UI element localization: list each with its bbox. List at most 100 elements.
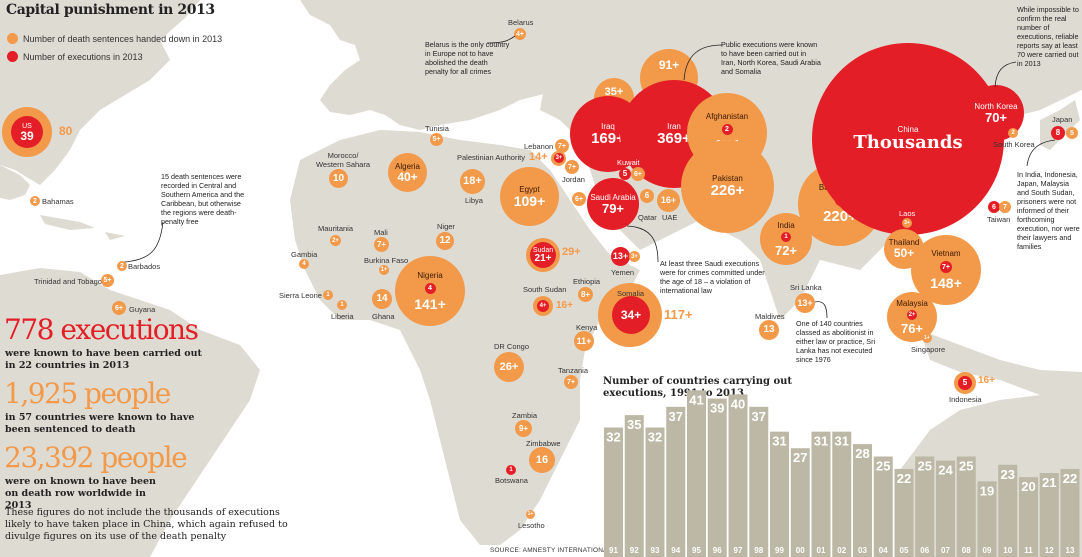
bar-96 bbox=[707, 398, 727, 557]
bubble-libya[interactable]: 18+ bbox=[460, 169, 485, 194]
bar-value-label: 23 bbox=[1001, 467, 1015, 482]
label-jordan: Jordan bbox=[562, 175, 585, 184]
footnote: These figures do not include the thousan… bbox=[5, 507, 288, 542]
bubble-sudan[interactable]: Sudan 21+ bbox=[530, 242, 556, 268]
bubble-tanzania[interactable]: 7+ bbox=[564, 375, 578, 389]
bubble-kuwait-executions[interactable]: 5 bbox=[619, 168, 631, 180]
bubble-mali[interactable]: 7+ bbox=[374, 237, 389, 252]
bubble-taiwan-sentences[interactable]: 7 bbox=[999, 201, 1011, 213]
bubble-tunisia[interactable]: 5+ bbox=[430, 133, 443, 146]
executions-value: 70+ bbox=[984, 109, 1008, 125]
bubble-sri-lanka[interactable]: 13+ bbox=[795, 293, 815, 313]
bubble-saudi-arabia[interactable]: Saudi Arabia 79+ bbox=[587, 178, 639, 230]
bubble-uae[interactable]: 16+ bbox=[657, 189, 680, 212]
bubble-zambia[interactable]: 9+ bbox=[515, 420, 532, 437]
bubble-south-korea[interactable]: 2 bbox=[1008, 128, 1018, 138]
bubble-ethiopia[interactable]: 8+ bbox=[578, 287, 593, 302]
bubble-singapore[interactable]: 1+ bbox=[922, 333, 932, 343]
bubble-zimbabwe[interactable]: 16 bbox=[529, 447, 555, 473]
label-maldives: Maldives bbox=[755, 312, 785, 321]
country-name: China bbox=[897, 125, 919, 134]
south-sudan-sentences-value: 16+ bbox=[556, 300, 573, 311]
label-mali: Mali bbox=[374, 228, 388, 237]
bubble-dr-congo[interactable]: 26+ bbox=[494, 352, 524, 382]
label-trinidad: Trinidad and Tobago bbox=[34, 277, 102, 286]
bubble-ghana[interactable]: 14 bbox=[372, 289, 392, 309]
bar-value-label: 31 bbox=[835, 434, 849, 449]
label-burkina-faso: Burkina Faso bbox=[364, 256, 409, 265]
bubble-burkina-faso[interactable]: 1+ bbox=[379, 265, 389, 275]
bubble-sierra-leone[interactable]: 1 bbox=[323, 290, 333, 300]
bar-category-label: 06 bbox=[920, 546, 929, 555]
label-singapore: Singapore bbox=[911, 345, 946, 354]
bubble-jordan-sentences[interactable]: 7+ bbox=[565, 160, 579, 174]
bubble-saudi-sentences[interactable]: 6+ bbox=[572, 192, 586, 206]
bubble-yemen-sentences[interactable]: 3+ bbox=[629, 251, 640, 262]
bubble-niger[interactable]: 12 bbox=[436, 232, 454, 250]
chart-title: Number of countries carrying out executi… bbox=[603, 376, 793, 399]
bubble-kuwait-sentences[interactable]: 6+ bbox=[631, 167, 645, 181]
bubble-china[interactable]: China Thousands bbox=[812, 43, 1004, 235]
annotation-line-belarus bbox=[486, 35, 516, 44]
value: 12 bbox=[439, 235, 451, 246]
note-belarus: Belarus is the only country in Europe no… bbox=[425, 40, 510, 76]
somalia-sentences-value: 117+ bbox=[664, 307, 693, 322]
bubble-egypt[interactable]: Egypt 109+ bbox=[500, 167, 559, 226]
legend-label: Number of executions in 2013 bbox=[23, 51, 143, 62]
bubble-somalia[interactable]: 34+ bbox=[612, 296, 650, 334]
bubble-yemen[interactable]: 13+ bbox=[611, 247, 630, 266]
bubble-pakistan[interactable]: Pakistan 226+ bbox=[681, 140, 774, 233]
bubble-indonesia[interactable]: 5 bbox=[958, 376, 972, 390]
bar-category-label: 13 bbox=[1066, 546, 1075, 555]
bubble-bahamas[interactable]: 2 bbox=[30, 196, 40, 206]
bubble-algeria[interactable]: Algeria 40+ bbox=[388, 153, 427, 192]
bubble-lebanon[interactable]: 7+ bbox=[555, 139, 569, 153]
sudan-sentences-value: 29+ bbox=[562, 246, 581, 258]
bar-04 bbox=[873, 456, 893, 557]
bubble-botswana[interactable]: 1 bbox=[506, 465, 516, 475]
bubble-lesotho[interactable]: 1+ bbox=[526, 510, 535, 519]
label-laos: Laos bbox=[899, 209, 916, 218]
bubble-japan-executions[interactable]: 8 bbox=[1051, 126, 1065, 140]
bar-category-label: 11 bbox=[1024, 546, 1033, 555]
bubble-belarus[interactable]: 4+ bbox=[514, 28, 526, 40]
bar-08 bbox=[956, 456, 976, 557]
bubble-us-executions[interactable]: US 39 bbox=[11, 116, 43, 148]
country-name: Vietnam bbox=[931, 249, 961, 258]
bar-value-label: 20 bbox=[1021, 479, 1035, 494]
bubble-trinidad[interactable]: 5+ bbox=[101, 274, 114, 287]
bubble-gambia[interactable]: 4 bbox=[299, 259, 309, 269]
label-lebanon: Lebanon bbox=[524, 142, 554, 151]
bubble-south-sudan[interactable]: 4+ bbox=[537, 300, 549, 312]
bubble-nigeria[interactable]: Nigeria 4 141+ bbox=[395, 256, 465, 326]
country-name: Egypt bbox=[519, 184, 540, 194]
bar-value-label: 28 bbox=[855, 446, 869, 461]
legend-label: Number of death sentences handed down in… bbox=[23, 33, 223, 44]
bubble-laos[interactable]: 3+ bbox=[902, 218, 912, 228]
bubble-mauritania[interactable]: 2+ bbox=[330, 235, 341, 246]
bar-value-label: 37 bbox=[752, 409, 766, 424]
bubble-kenya[interactable]: 11+ bbox=[574, 331, 594, 351]
country-name: Sudan bbox=[532, 246, 554, 254]
value: 2+ bbox=[332, 237, 339, 244]
bubble-maldives[interactable]: 13 bbox=[759, 320, 779, 340]
bar-06 bbox=[915, 456, 935, 557]
bubble-qatar[interactable]: 6 bbox=[640, 189, 654, 203]
country-name: India bbox=[777, 220, 795, 230]
value: 13 bbox=[763, 324, 775, 335]
bubble-vietnam[interactable]: Vietnam 7+ 148+ bbox=[911, 235, 981, 305]
value: 8+ bbox=[580, 289, 591, 299]
bubble-japan-sentences[interactable]: 5 bbox=[1066, 127, 1078, 139]
bubble-morocco[interactable]: 10 bbox=[329, 169, 348, 188]
bubble-barbados[interactable]: 2 bbox=[117, 261, 127, 271]
bubble-jordan-executions[interactable]: 3+ bbox=[554, 153, 564, 163]
bubble-malaysia[interactable]: Malaysia 2+ 76+ bbox=[887, 292, 937, 342]
note-sri-lanka: One of 140 countries classed as abolitio… bbox=[796, 319, 876, 364]
value: 14 bbox=[376, 293, 388, 304]
bubble-guyana[interactable]: 6+ bbox=[112, 301, 126, 315]
value: 6+ bbox=[634, 170, 642, 178]
value: 5 bbox=[962, 378, 968, 387]
bar-value-label: 22 bbox=[897, 471, 911, 486]
bubble-taiwan-executions[interactable]: 6 bbox=[988, 201, 1000, 213]
bubble-liberia[interactable]: 1 bbox=[337, 300, 347, 310]
